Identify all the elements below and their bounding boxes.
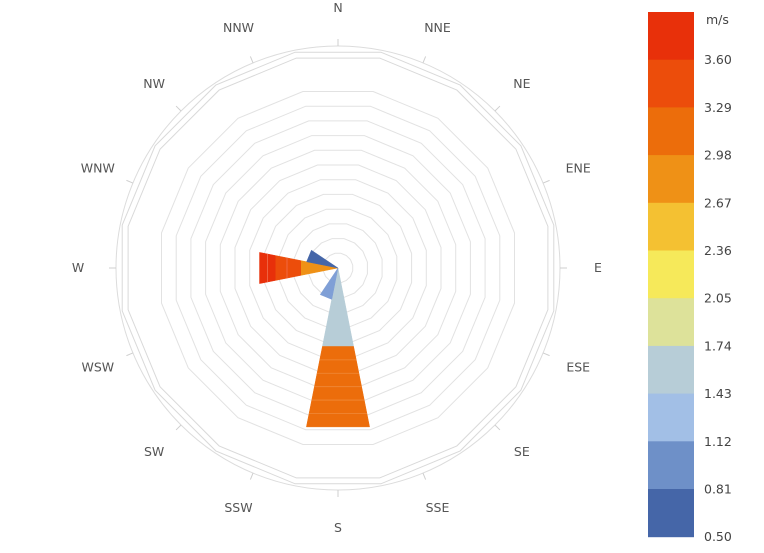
direction-label-ene: ENE: [566, 161, 591, 176]
direction-label-e: E: [594, 260, 602, 275]
petal-segment-ssw: [319, 267, 339, 300]
direction-tick: [542, 179, 550, 184]
legend-tick-label: 2.67: [704, 195, 732, 210]
legend-swatch: [648, 59, 694, 108]
direction-tick: [126, 352, 134, 357]
legend-tick-label: 2.98: [704, 148, 732, 163]
direction-tick: [494, 424, 501, 431]
legend-swatch: [648, 202, 694, 251]
petal-segment-w: [274, 255, 301, 281]
direction-tick: [175, 424, 182, 431]
legend-tick-label: 3.60: [704, 52, 732, 67]
legend-swatch: [648, 12, 694, 61]
direction-label-ese: ESE: [566, 359, 590, 374]
direction-tick: [422, 56, 427, 64]
polar-grid: [109, 39, 567, 497]
direction-label-sse: SSE: [426, 500, 450, 515]
direction-label-nw: NW: [143, 76, 165, 91]
color-legend: m/s 3.60 3.29 2.98 2.67 2.36 2.05 1.74 1.43 1.12 0…: [648, 12, 732, 544]
petal-segment-wnw: [306, 249, 339, 269]
direction-label-sw: SW: [144, 444, 164, 459]
direction-label-s: S: [334, 520, 342, 535]
legend-swatch: [648, 250, 694, 299]
direction-tick: [494, 105, 501, 112]
legend-swatch: [648, 107, 694, 156]
direction-label-ne: NE: [513, 76, 530, 91]
legend-tick-label: 1.12: [704, 434, 732, 449]
direction-label-n: N: [333, 0, 342, 15]
direction-labels: N NNE NE ENE E ESE SE SSE S SSW SW WSW W WNW NW NNW: [72, 0, 602, 535]
legend-tick-label: 0.50: [704, 529, 732, 544]
direction-tick: [249, 56, 254, 64]
legend-tick-label: 3.29: [704, 100, 732, 115]
direction-label-ssw: SSW: [224, 500, 252, 515]
legend-tick-label: 1.74: [704, 338, 732, 353]
legend-swatch: [648, 345, 694, 395]
legend-swatch: [648, 393, 694, 442]
legend-tick-label: 0.81: [704, 482, 732, 497]
grid-ring: [161, 91, 515, 445]
outer-ring: [121, 51, 555, 485]
direction-tick: [542, 352, 550, 357]
legend-swatch: [648, 441, 694, 490]
legend-swatch: [648, 298, 694, 347]
grid-ring: [175, 105, 501, 431]
direction-tick: [126, 179, 134, 184]
legend-swatch: [648, 489, 694, 538]
legend-tick-label: 2.36: [704, 243, 732, 258]
legend-swatch: [648, 155, 694, 204]
direction-label-wsw: WSW: [81, 359, 114, 374]
legend-tick-label: 2.05: [704, 291, 732, 306]
direction-label-wnw: WNW: [81, 161, 115, 176]
direction-label-w: W: [72, 260, 84, 275]
petal-segment-s: [322, 267, 354, 347]
direction-tick: [249, 472, 254, 480]
direction-label-se: SE: [514, 444, 530, 459]
legend-tick-label: 1.43: [704, 386, 732, 401]
outer-ring: [127, 57, 549, 479]
petals: [259, 249, 370, 428]
direction-label-nne: NNE: [424, 20, 451, 35]
legend-unit: m/s: [706, 12, 729, 27]
direction-tick: [422, 472, 427, 480]
direction-label-nnw: NNW: [223, 20, 254, 35]
direction-tick: [175, 105, 182, 112]
